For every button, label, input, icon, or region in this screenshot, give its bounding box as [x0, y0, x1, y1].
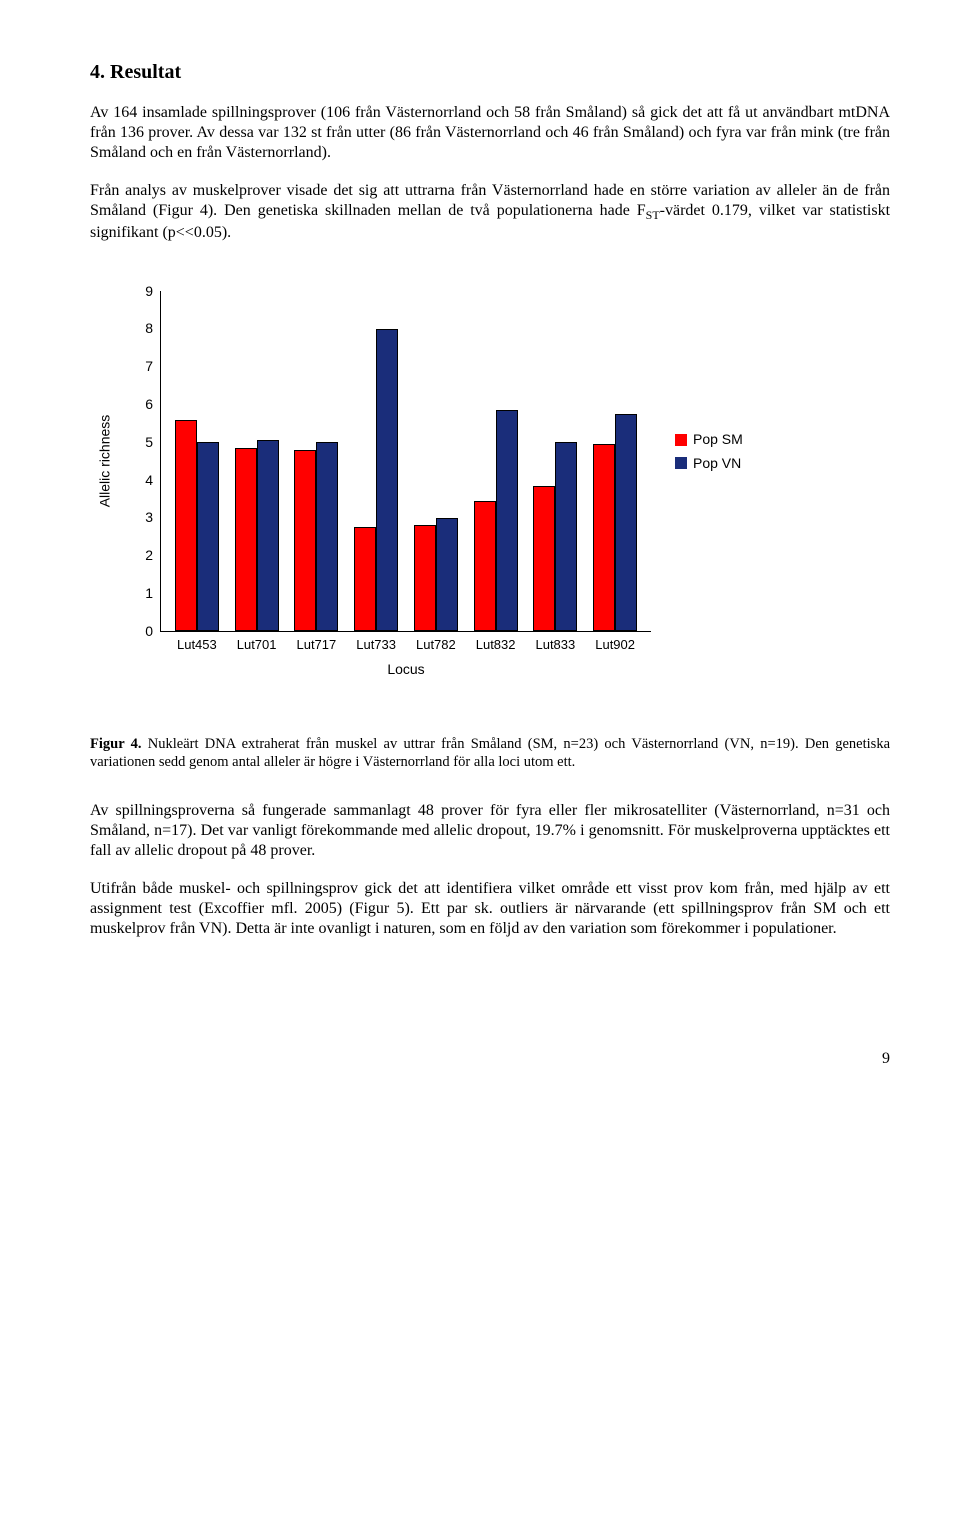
x-tick: Lut833: [526, 637, 586, 653]
bar-group: [167, 420, 227, 632]
y-axis-label: Allelic richness: [96, 415, 114, 508]
bar-group: [287, 442, 347, 631]
y-tick: 5: [131, 434, 153, 452]
fst-subscript: ST: [646, 208, 660, 222]
x-tick: Lut782: [406, 637, 466, 653]
bar: [474, 501, 496, 631]
bar-group: [346, 329, 406, 631]
paragraph-3: Av spillningsproverna så fungerade samma…: [90, 801, 890, 861]
bar: [496, 410, 518, 631]
paragraph-4: Utifrån både muskel- och spillningsprov …: [90, 879, 890, 939]
bar-group: [466, 410, 526, 631]
y-tick: 6: [131, 396, 153, 414]
caption-text: Nukleärt DNA extraherat från muskel av u…: [90, 736, 890, 770]
bar: [533, 486, 555, 631]
bar: [175, 420, 197, 632]
legend-swatch: [675, 434, 687, 446]
bar: [294, 450, 316, 631]
paragraph-1: Av 164 insamlade spillningsprover (106 f…: [90, 103, 890, 163]
bar: [615, 414, 637, 631]
legend-item: Pop SM: [675, 431, 743, 449]
chart-legend: Pop SM Pop VN: [675, 431, 743, 478]
legend-item: Pop VN: [675, 455, 743, 473]
y-tick: 3: [131, 509, 153, 527]
bar: [235, 448, 257, 631]
x-axis-label: Locus: [161, 661, 651, 679]
bar: [257, 440, 279, 631]
bar: [316, 442, 338, 631]
x-tick: Lut733: [346, 637, 406, 653]
y-tick: 4: [131, 471, 153, 489]
bar-group: [526, 442, 586, 631]
y-tick: 7: [131, 358, 153, 376]
bar-group: [406, 518, 466, 631]
paragraph-2: Från analys av muskelprover visade det s…: [90, 181, 890, 243]
x-tick: Lut902: [585, 637, 645, 653]
y-tick: 2: [131, 547, 153, 565]
figure-4-caption: Figur 4. Nukleärt DNA extraherat från mu…: [90, 735, 890, 771]
bar: [414, 525, 436, 631]
y-tick: 8: [131, 320, 153, 338]
x-tick: Lut832: [466, 637, 526, 653]
section-heading: 4. Resultat: [90, 60, 890, 85]
x-tick: Lut453: [167, 637, 227, 653]
legend-label: Pop VN: [693, 455, 741, 473]
bar-group: [227, 440, 287, 631]
bar: [376, 329, 398, 631]
bar: [593, 444, 615, 631]
legend-label: Pop SM: [693, 431, 743, 449]
y-tick: 1: [131, 585, 153, 603]
bar: [354, 527, 376, 631]
caption-label: Figur 4.: [90, 736, 142, 752]
page-number: 9: [90, 1049, 890, 1069]
x-tick: Lut701: [227, 637, 287, 653]
y-tick: 9: [131, 282, 153, 300]
bar-group: [585, 414, 645, 631]
figure-4-chart: Allelic richness Lut453Lut701Lut717Lut73…: [90, 281, 890, 721]
y-tick: 0: [131, 622, 153, 640]
bar: [555, 442, 577, 631]
legend-swatch: [675, 457, 687, 469]
bar: [436, 518, 458, 631]
x-tick: Lut717: [287, 637, 347, 653]
bar: [197, 442, 219, 631]
